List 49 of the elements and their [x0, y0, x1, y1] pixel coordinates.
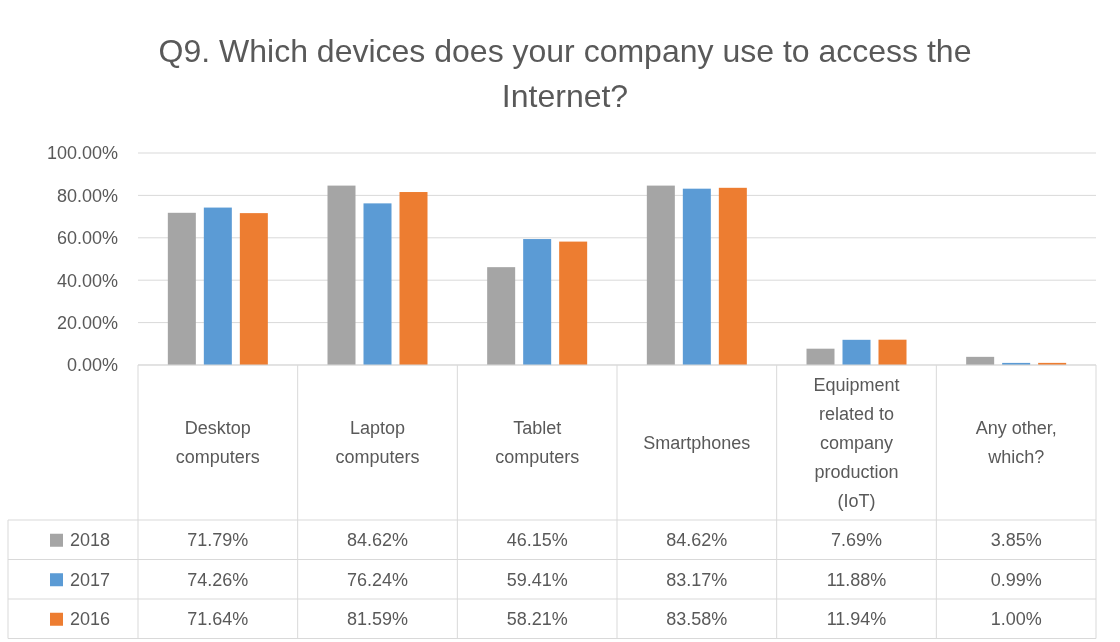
- bar: [682, 188, 711, 365]
- bar: [646, 185, 675, 365]
- y-tick-label: 0.00%: [66, 355, 118, 376]
- bar: [399, 192, 428, 365]
- bar: [878, 339, 907, 365]
- bar: [203, 207, 232, 365]
- data-label: 58.21%: [506, 609, 568, 630]
- bar: [842, 339, 871, 365]
- data-label: 11.94%: [826, 609, 887, 630]
- data-label: 83.58%: [666, 609, 728, 630]
- x-tick-label: Tablet computers: [495, 418, 580, 468]
- data-label: 0.99%: [990, 569, 1042, 590]
- x-tick-label: Smartphones: [643, 432, 751, 453]
- data-label: 71.64%: [187, 609, 249, 630]
- data-label: 74.26%: [187, 569, 249, 590]
- bar: [718, 187, 747, 365]
- data-label: 76.24%: [346, 569, 409, 590]
- y-tick-label: 60.00%: [56, 228, 118, 249]
- y-tick-label: 80.00%: [56, 185, 118, 206]
- data-label: 3.85%: [990, 530, 1042, 551]
- data-label: 84.62%: [666, 530, 728, 551]
- x-tick-label: Any other, which?: [975, 418, 1057, 468]
- x-tick-label: Desktop computers: [175, 418, 260, 468]
- bar: [487, 267, 516, 365]
- data-label: 71.79%: [187, 530, 249, 551]
- data-label: 83.17%: [666, 569, 728, 590]
- data-label: 1.00%: [990, 609, 1042, 630]
- data-label: 46.15%: [506, 530, 568, 551]
- x-tick-label: Laptop computers: [335, 418, 420, 468]
- bar: [327, 185, 356, 365]
- legend-label: 2017: [70, 569, 111, 590]
- y-tick-label: 40.00%: [56, 270, 118, 291]
- bar: [806, 348, 835, 365]
- data-label: 59.41%: [506, 569, 568, 590]
- data-label: 7.69%: [830, 530, 883, 551]
- data-label: 81.59%: [346, 609, 409, 630]
- bar: [167, 212, 196, 365]
- legend-label: 2018: [70, 530, 111, 551]
- bar: [363, 203, 392, 365]
- legend-label: 2016: [70, 609, 111, 630]
- data-label: 84.62%: [346, 530, 409, 551]
- data-label: 11.88%: [826, 569, 887, 590]
- bar: [559, 241, 588, 365]
- x-tick-label: Equipment related to company production (IoT): [813, 374, 900, 511]
- bar: [239, 213, 268, 365]
- y-tick-label: 100.00%: [46, 143, 118, 164]
- bar: [523, 239, 552, 365]
- chart-title: Q9. Which devices does your company use to access the Internet?: [158, 33, 972, 114]
- y-tick-label: 20.00%: [56, 312, 118, 333]
